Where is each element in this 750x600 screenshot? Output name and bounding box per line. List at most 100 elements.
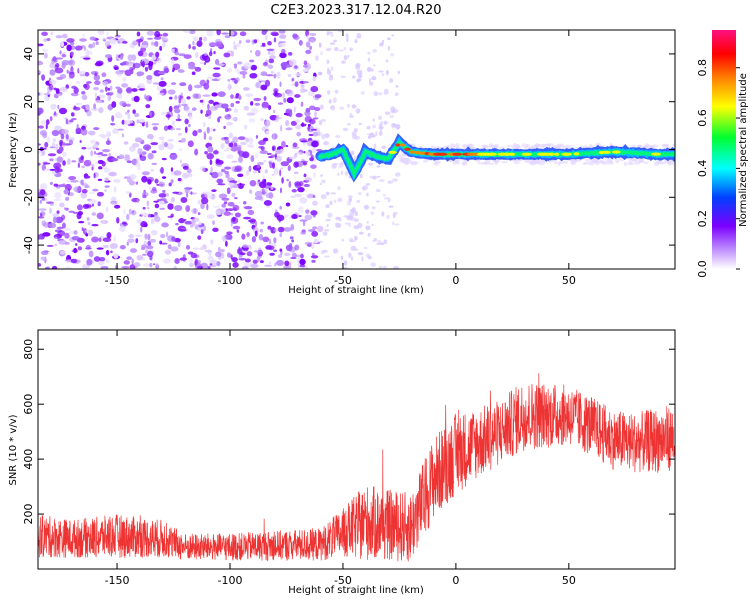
noise-speck: [386, 37, 391, 41]
noise-speck: [40, 120, 48, 126]
noise-speck: [253, 97, 262, 102]
noise-speck: [116, 217, 120, 224]
noise-speck: [285, 120, 290, 127]
noise-speck: [65, 207, 69, 211]
noise-speck: [340, 255, 344, 260]
noise-speck: [213, 67, 221, 70]
noise-speck: [264, 264, 273, 267]
noise-speck: [306, 34, 310, 41]
signal-hotspot: [409, 150, 416, 154]
noise-speck: [215, 41, 223, 47]
noise-speck: [64, 232, 70, 239]
noise-speck: [329, 42, 335, 45]
noise-speck: [146, 133, 154, 140]
noise-speck: [309, 157, 315, 162]
noise-speck: [97, 178, 103, 181]
noise-speck: [297, 187, 305, 193]
noise-speck: [232, 225, 241, 230]
noise-speck: [434, 146, 439, 149]
noise-speck: [264, 79, 271, 87]
noise-speck: [265, 74, 274, 77]
noise-speck: [233, 142, 238, 147]
noise-speck: [385, 69, 389, 76]
noise-speck: [337, 186, 341, 191]
noise-speck: [243, 105, 250, 111]
noise-speck: [285, 202, 291, 207]
noise-speck: [291, 252, 297, 259]
y-tick-label: 400: [22, 449, 35, 470]
noise-speck: [119, 54, 124, 60]
noise-speck: [282, 92, 285, 99]
noise-speck: [104, 54, 112, 59]
noise-speck: [269, 55, 276, 60]
noise-speck: [121, 133, 125, 138]
heatmap-panel: -150 -100 -50 0 50 -40 -20 0 20 40 Height of str…: [8, 29, 676, 296]
noise-speck: [49, 79, 57, 85]
noise-speck: [155, 51, 160, 58]
noise-speck: [324, 228, 330, 232]
noise-speck: [121, 119, 125, 125]
noise-speck: [263, 137, 269, 142]
noise-speck: [46, 244, 54, 247]
colorbar-tick-label: 0.8: [696, 59, 709, 77]
noise-speck: [179, 82, 187, 87]
noise-speck: [353, 235, 358, 241]
noise-speck: [69, 230, 75, 235]
noise-speck: [237, 173, 244, 178]
noise-speck: [145, 249, 148, 254]
x-tick-label: -100: [218, 574, 243, 587]
noise-speck: [212, 72, 221, 78]
noise-speck: [227, 182, 235, 186]
noise-speck: [165, 231, 169, 238]
noise-speck: [281, 48, 286, 54]
noise-speck: [255, 49, 261, 57]
noise-speck: [109, 37, 117, 45]
y-tick-label: 0: [22, 146, 35, 153]
noise-speck: [356, 35, 362, 39]
noise-speck: [305, 41, 311, 48]
noise-speck: [234, 197, 238, 200]
noise-speck: [598, 160, 603, 163]
noise-speck: [259, 228, 263, 233]
noise-speck: [130, 248, 137, 254]
noise-speck: [342, 127, 349, 132]
noise-speck: [298, 39, 303, 46]
noise-speck: [239, 182, 242, 185]
noise-speck: [82, 228, 88, 235]
noise-speck: [242, 248, 249, 252]
noise-speck: [287, 165, 291, 172]
noise-speck: [242, 266, 249, 269]
noise-speck: [383, 88, 389, 94]
noise-speck: [255, 153, 258, 159]
noise-speck: [302, 161, 307, 166]
noise-speck: [291, 78, 294, 82]
noise-speck: [174, 51, 180, 56]
noise-speck: [171, 236, 176, 242]
noise-speck: [268, 261, 272, 265]
noise-speck: [273, 92, 283, 98]
noise-speck: [310, 128, 318, 131]
noise-speck: [228, 142, 234, 148]
colorbar-tick-label: 0.6: [696, 109, 709, 127]
noise-speck: [566, 144, 574, 147]
noise-speck: [187, 140, 194, 148]
noise-speck: [55, 57, 64, 60]
noise-speck: [232, 204, 240, 211]
noise-speck: [65, 118, 69, 125]
noise-speck: [197, 235, 202, 240]
noise-speck: [552, 144, 557, 149]
noise-speck: [290, 223, 295, 231]
noise-speck: [154, 216, 161, 223]
noise-speck: [107, 87, 110, 91]
noise-speck: [151, 150, 157, 154]
noise-speck: [356, 78, 362, 82]
noise-speck: [50, 61, 55, 65]
noise-speck: [232, 262, 239, 268]
noise-speck: [145, 245, 154, 250]
noise-speck: [133, 95, 140, 103]
noise-speck: [102, 237, 112, 243]
noise-speck: [311, 140, 319, 148]
noise-speck: [248, 144, 254, 149]
noise-speck: [249, 72, 258, 79]
snr-y-label: SNR (10 * v/v): [8, 414, 19, 485]
